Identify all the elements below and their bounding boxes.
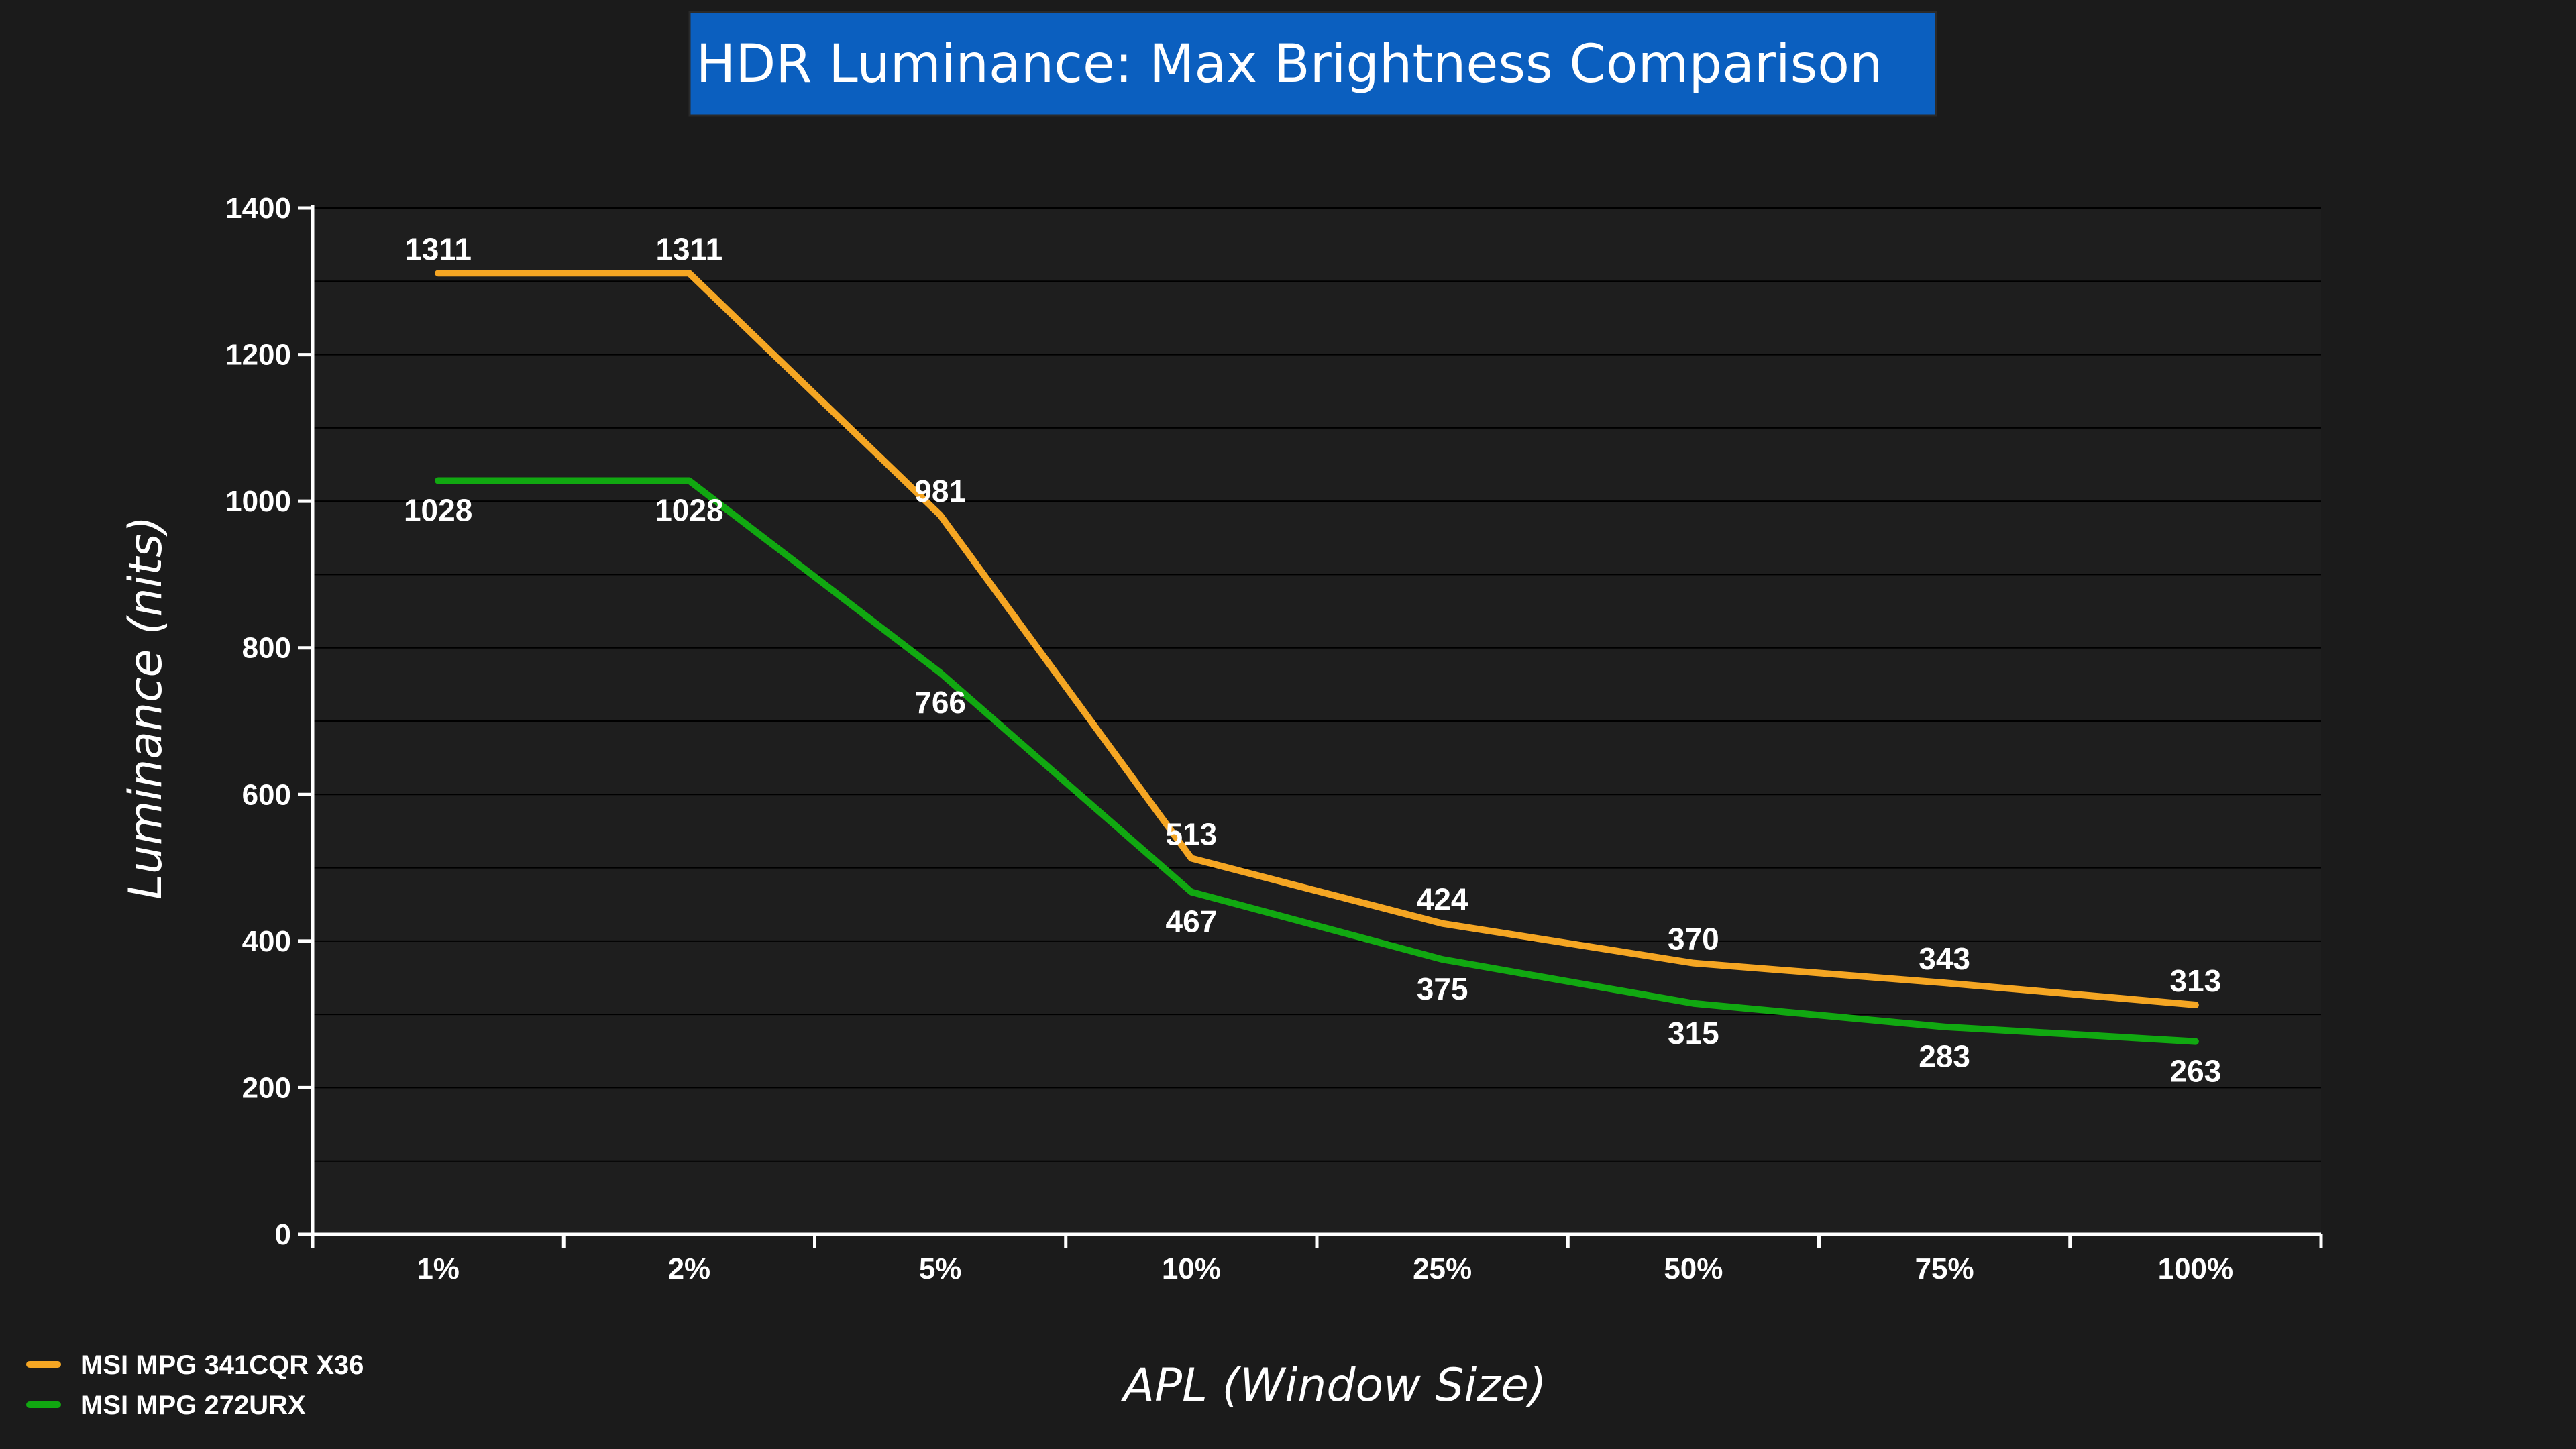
gridlines xyxy=(313,207,2321,1234)
x-tick-label: 75% xyxy=(1915,1252,1974,1285)
series-line-2 xyxy=(435,477,2199,1045)
data-label: 263 xyxy=(2170,1054,2222,1089)
title-group: HDR Luminance: Max Brightness Comparison xyxy=(688,11,1937,117)
data-label: 370 xyxy=(1668,922,1719,957)
axes xyxy=(298,205,2323,1248)
data-label: 375 xyxy=(1417,971,1468,1006)
y-tick-label: 0 xyxy=(275,1218,291,1251)
x-tick-label: 1% xyxy=(417,1252,460,1285)
data-label: 313 xyxy=(2170,963,2222,998)
title-box xyxy=(688,11,1937,117)
y-tick-label: 1000 xyxy=(225,485,291,518)
legend: MSI MPG 341CQR X36 MSI MPG 272URX xyxy=(26,1350,364,1420)
x-axis-title: APL (Window Size) xyxy=(1121,1359,1547,1412)
y-tick-label: 600 xyxy=(242,778,291,811)
data-label: 467 xyxy=(1166,904,1218,939)
data-label: 1311 xyxy=(405,231,472,266)
data-label: 315 xyxy=(1668,1016,1719,1051)
data-label: 343 xyxy=(1919,941,1970,976)
x-tick-label: 2% xyxy=(668,1252,711,1285)
chart-title: HDR Luminance: Max Brightness Comparison xyxy=(696,34,1883,95)
data-label: 513 xyxy=(1166,816,1218,851)
x-tick-label: 10% xyxy=(1162,1252,1221,1285)
y-tick-label: 800 xyxy=(242,632,291,665)
y-tick-label: 200 xyxy=(242,1071,291,1104)
x-tick-label: 100% xyxy=(2158,1252,2234,1285)
data-label: 1311 xyxy=(655,231,722,266)
data-label: 1028 xyxy=(404,493,472,528)
data-label: 1028 xyxy=(655,493,723,528)
legend-entry: MSI MPG 272URX xyxy=(80,1391,306,1420)
series-lines xyxy=(435,270,2199,1045)
x-tick-label: 25% xyxy=(1413,1252,1472,1285)
y-axis-title: Luminance (nits) xyxy=(119,516,172,900)
x-tick-labels: 1% 2% 5% 10% 25% 50% 75% 100% xyxy=(417,1252,2233,1285)
x-tick-label: 5% xyxy=(919,1252,962,1285)
y-tick-label: 1400 xyxy=(225,192,291,225)
y-tick-label: 1200 xyxy=(225,339,291,372)
data-labels: 1311 1311 981 513 424 370 343 313 1028 1028 766 467… xyxy=(404,231,2221,1088)
x-tick-label: 50% xyxy=(1664,1252,1723,1285)
y-tick-label: 400 xyxy=(242,925,291,958)
data-label: 766 xyxy=(914,685,966,720)
data-label: 424 xyxy=(1417,882,1468,917)
series-line-1 xyxy=(435,270,2199,1008)
legend-entry: MSI MPG 341CQR X36 xyxy=(80,1350,364,1380)
y-tick-labels: 0 200 400 600 800 1000 1200 1400 xyxy=(225,192,291,1251)
data-label: 981 xyxy=(914,474,966,508)
data-label: 283 xyxy=(1919,1039,1970,1074)
